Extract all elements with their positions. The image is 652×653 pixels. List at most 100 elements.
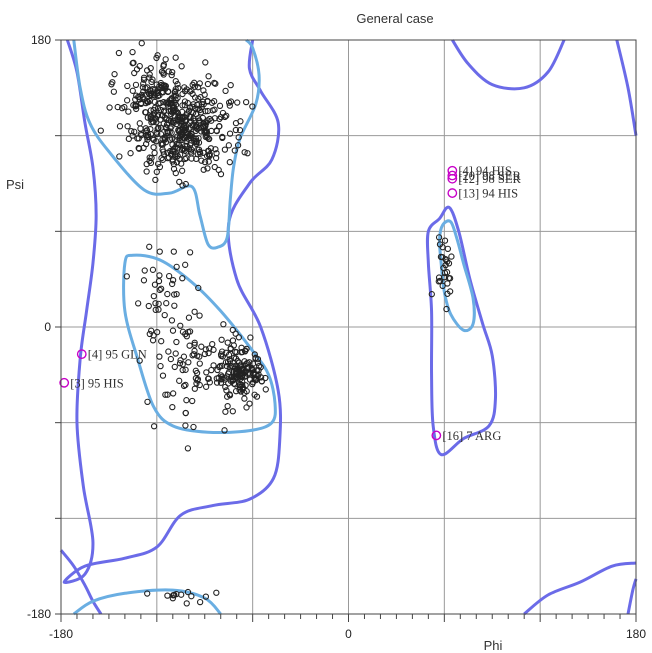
y-axis-label: Psi <box>6 177 24 192</box>
data-point <box>186 142 194 149</box>
data-point <box>169 68 176 76</box>
data-point <box>155 277 163 285</box>
data-point <box>225 368 233 376</box>
data-point <box>165 348 172 355</box>
data-point <box>150 423 158 430</box>
data-point <box>181 155 189 163</box>
data-point <box>178 591 185 598</box>
data-point <box>231 363 238 370</box>
data-point <box>149 337 157 344</box>
data-point <box>156 92 163 99</box>
allowed-contour-lower-right <box>523 561 637 616</box>
data-point <box>191 347 198 355</box>
data-point <box>225 380 232 387</box>
data-point <box>136 120 143 127</box>
data-point <box>158 338 165 345</box>
data-point <box>144 84 151 91</box>
data-point <box>442 261 449 269</box>
data-point <box>213 150 220 157</box>
data-point <box>441 269 449 277</box>
data-point <box>188 131 195 138</box>
data-point <box>160 71 167 78</box>
data-point <box>251 391 258 398</box>
data-point <box>217 362 224 370</box>
data-point <box>204 107 211 115</box>
data-point <box>244 150 251 157</box>
data-point <box>252 354 259 361</box>
data-point <box>247 334 254 341</box>
data-point <box>162 85 169 92</box>
data-point <box>163 300 170 307</box>
data-point <box>155 100 162 107</box>
data-point <box>158 140 165 147</box>
data-point <box>155 300 162 307</box>
data-point <box>179 275 186 282</box>
data-point <box>435 274 443 281</box>
data-point <box>231 373 238 380</box>
data-point <box>116 123 124 130</box>
data-point <box>235 334 243 341</box>
data-point <box>140 277 148 284</box>
outlier-point <box>447 170 458 181</box>
data-point <box>205 135 212 142</box>
data-point <box>116 153 123 160</box>
data-point <box>169 280 176 288</box>
axes <box>55 39 637 622</box>
data-point <box>147 125 154 133</box>
data-point <box>184 588 192 596</box>
data-point <box>194 125 201 133</box>
data-point <box>200 166 207 173</box>
x-tick-label: 0 <box>345 627 352 641</box>
data-point <box>239 348 246 356</box>
data-point <box>106 104 113 111</box>
data-point <box>164 149 171 156</box>
data-point <box>226 356 233 363</box>
data-point <box>225 99 233 106</box>
data-point <box>130 102 137 109</box>
data-point <box>241 149 248 156</box>
data-point <box>150 112 157 119</box>
data-point <box>168 317 176 324</box>
data-point <box>236 127 244 134</box>
data-point <box>177 131 185 138</box>
outlier-point <box>76 349 87 360</box>
data-point <box>156 83 163 90</box>
data-point <box>445 260 453 267</box>
data-point <box>174 94 181 102</box>
data-point <box>186 249 194 256</box>
data-point <box>233 349 240 356</box>
data-point <box>132 101 139 109</box>
x-tick-label: -180 <box>49 627 73 641</box>
data-point <box>226 159 233 166</box>
data-point <box>162 391 169 398</box>
data-point <box>152 306 159 314</box>
data-point <box>169 277 177 284</box>
data-point <box>215 123 223 130</box>
data-point <box>163 116 170 123</box>
data-point <box>185 359 192 366</box>
data-point <box>157 116 164 123</box>
data-point <box>217 113 225 121</box>
data-point <box>240 370 248 377</box>
data-point <box>156 248 163 255</box>
outlier-label: [20] 98 SER <box>458 169 521 183</box>
data-point <box>205 158 212 165</box>
data-point <box>241 373 249 380</box>
data-point <box>135 300 142 307</box>
data-point <box>193 380 200 387</box>
data-point <box>190 351 198 358</box>
data-point <box>234 363 241 370</box>
outlier-label: [16] 7 ARG <box>442 429 501 443</box>
data-point <box>172 101 180 108</box>
data-point <box>156 272 163 279</box>
data-point <box>229 337 237 344</box>
data-point <box>168 72 175 79</box>
data-point <box>153 168 160 176</box>
data-point <box>262 374 269 382</box>
data-point <box>202 59 209 66</box>
data-point <box>153 54 160 62</box>
data-point <box>170 145 177 153</box>
data-points <box>97 40 455 607</box>
data-point <box>123 273 130 280</box>
data-point <box>125 135 132 142</box>
